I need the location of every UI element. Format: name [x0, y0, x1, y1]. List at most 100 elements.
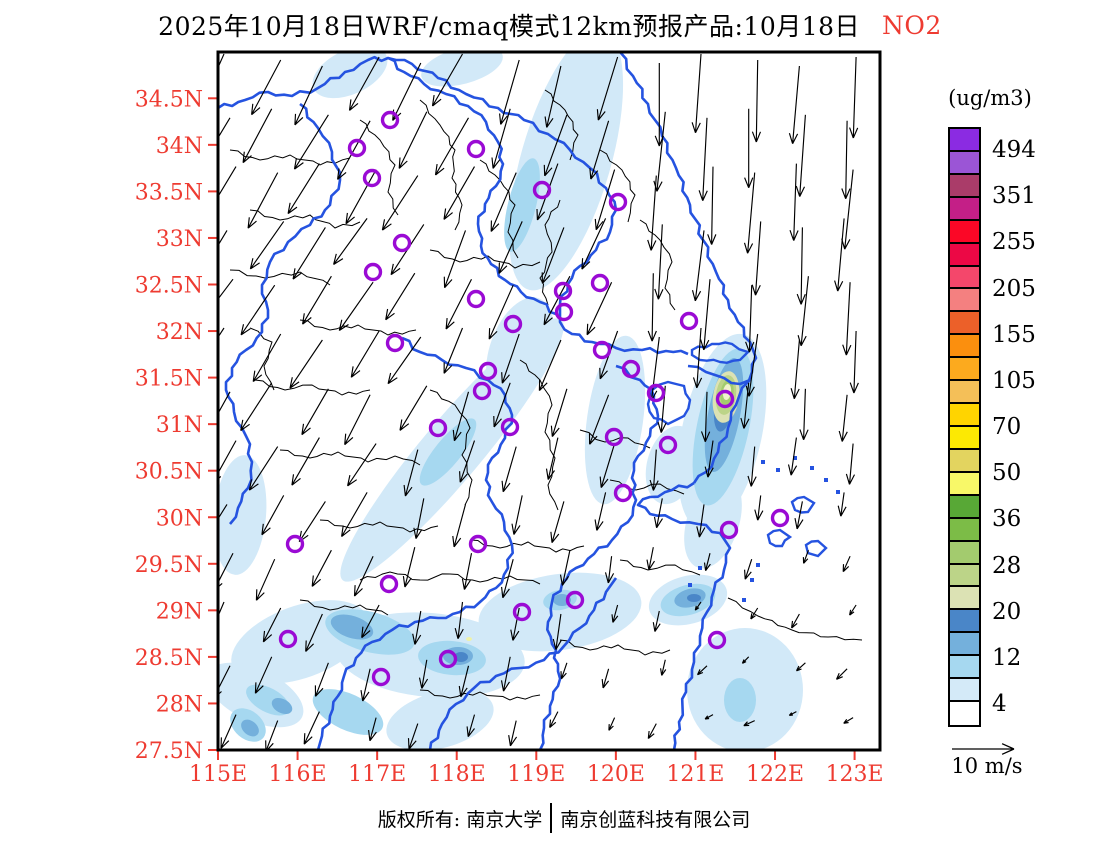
wind-arrow — [368, 717, 377, 742]
station-marker — [553, 281, 573, 301]
station-marker — [658, 435, 678, 455]
wind-scale-arrow — [952, 743, 1015, 755]
wind-arrow — [744, 108, 754, 189]
wind-arrow — [498, 221, 523, 274]
wind-arrow — [545, 437, 559, 480]
offshore-boundary-line — [727, 597, 863, 641]
county-boundary-line — [429, 389, 473, 506]
legend-color-block — [950, 289, 979, 313]
province-boundary-line — [538, 364, 660, 750]
concentration-plume — [271, 697, 293, 715]
legend-color-block — [950, 381, 979, 405]
wind-arrow — [353, 555, 374, 597]
station-marker — [707, 630, 727, 650]
wind-arrow — [704, 440, 714, 478]
wind-arrow — [599, 443, 616, 488]
station-marker — [554, 302, 574, 322]
wind-arrow — [845, 443, 856, 485]
station-marker — [590, 273, 610, 293]
wind-arrow — [337, 120, 371, 180]
legend-color-block — [950, 472, 979, 496]
county-boundary-line — [539, 199, 561, 306]
legend-color-block — [950, 335, 979, 359]
wind-scale-label: 10 m/s — [951, 754, 1023, 778]
wind-arrow — [412, 610, 422, 645]
legend-color-block — [950, 610, 979, 634]
concentration-plume — [508, 52, 624, 291]
county-boundary-line — [254, 379, 371, 396]
wind-arrow — [287, 163, 320, 215]
wind-arrow — [218, 230, 228, 247]
wind-arrow — [251, 59, 282, 116]
wind-arrow — [544, 65, 562, 128]
wind-arrow — [392, 62, 422, 121]
wind-arrow — [347, 443, 377, 487]
island-dot — [793, 456, 797, 460]
legend-color-block — [950, 220, 979, 244]
wind-arrow — [541, 227, 565, 284]
wind-arrow — [418, 659, 429, 689]
legend-color-block — [950, 541, 979, 565]
wind-arrow — [247, 172, 279, 229]
wind-arrow — [333, 218, 368, 265]
wind-arrow — [751, 221, 762, 296]
legend-color-block — [950, 151, 979, 175]
wind-arrow — [218, 504, 228, 520]
wind-arrow — [703, 553, 711, 572]
wind-arrow — [743, 720, 755, 727]
station-marker — [468, 534, 488, 554]
wind-arrow — [795, 114, 806, 197]
wind-arrow — [407, 723, 419, 750]
wind-arrow — [443, 166, 475, 220]
wind-arrow — [552, 613, 562, 650]
county-boundary-line — [599, 149, 636, 223]
wind-arrow — [849, 56, 859, 139]
wind-arrow — [218, 601, 225, 618]
wind-arrow — [289, 339, 323, 389]
wind-arrow — [452, 504, 467, 548]
map-frame — [216, 50, 882, 752]
wind-arrow — [500, 656, 511, 692]
province-boundary-line — [428, 577, 618, 750]
concentration-plume — [454, 652, 468, 662]
x-axis-label: 117E — [348, 762, 406, 787]
province-boundary-line — [619, 52, 758, 484]
county-boundary-line — [319, 519, 439, 533]
wind-arrow — [348, 56, 380, 111]
legend-color-block — [950, 404, 979, 427]
legend-color-block — [950, 243, 979, 267]
wind-arrow — [218, 278, 234, 301]
reference-arrow — [952, 743, 1015, 755]
wind-arrow — [490, 172, 517, 232]
copyright-left: 版权所有: 南京大学 — [377, 808, 543, 831]
wind-arrow — [654, 224, 664, 300]
wind-arrow — [704, 714, 714, 720]
x-axis-label: 123E — [826, 762, 884, 787]
wind-arrow — [750, 607, 759, 620]
wind-arrow — [652, 610, 661, 632]
legend-color-block — [950, 449, 979, 473]
y-axis-label: 30.5N — [135, 460, 203, 485]
station-marker — [719, 520, 739, 540]
wind-arrow — [240, 284, 276, 336]
y-axis-label: 34.5N — [135, 87, 203, 112]
station-marker — [613, 483, 633, 503]
copyright: 版权所有: 南京大学 南京创蓝科技有限公司 — [0, 801, 1100, 835]
legend-value-label: 50 — [992, 460, 1022, 487]
wind-arrow — [694, 601, 702, 611]
legend-units: (ug/m3) — [948, 86, 1032, 110]
wind-arrow — [501, 559, 514, 599]
wind-arrow — [646, 547, 655, 571]
legend-color-block — [950, 266, 979, 290]
wind-arrow — [249, 221, 285, 270]
province-boundary-line — [387, 56, 557, 316]
y-axis-label: 33.5N — [135, 180, 203, 205]
wind-arrow — [692, 327, 703, 389]
wind-arrow — [341, 492, 368, 538]
wind-arrow — [291, 437, 320, 486]
station-marker — [385, 333, 405, 353]
title-species: NO2 — [882, 10, 942, 40]
y-axis-label: 28.5N — [135, 646, 203, 671]
wind-arrow — [698, 117, 708, 201]
wind-arrow — [647, 175, 657, 251]
